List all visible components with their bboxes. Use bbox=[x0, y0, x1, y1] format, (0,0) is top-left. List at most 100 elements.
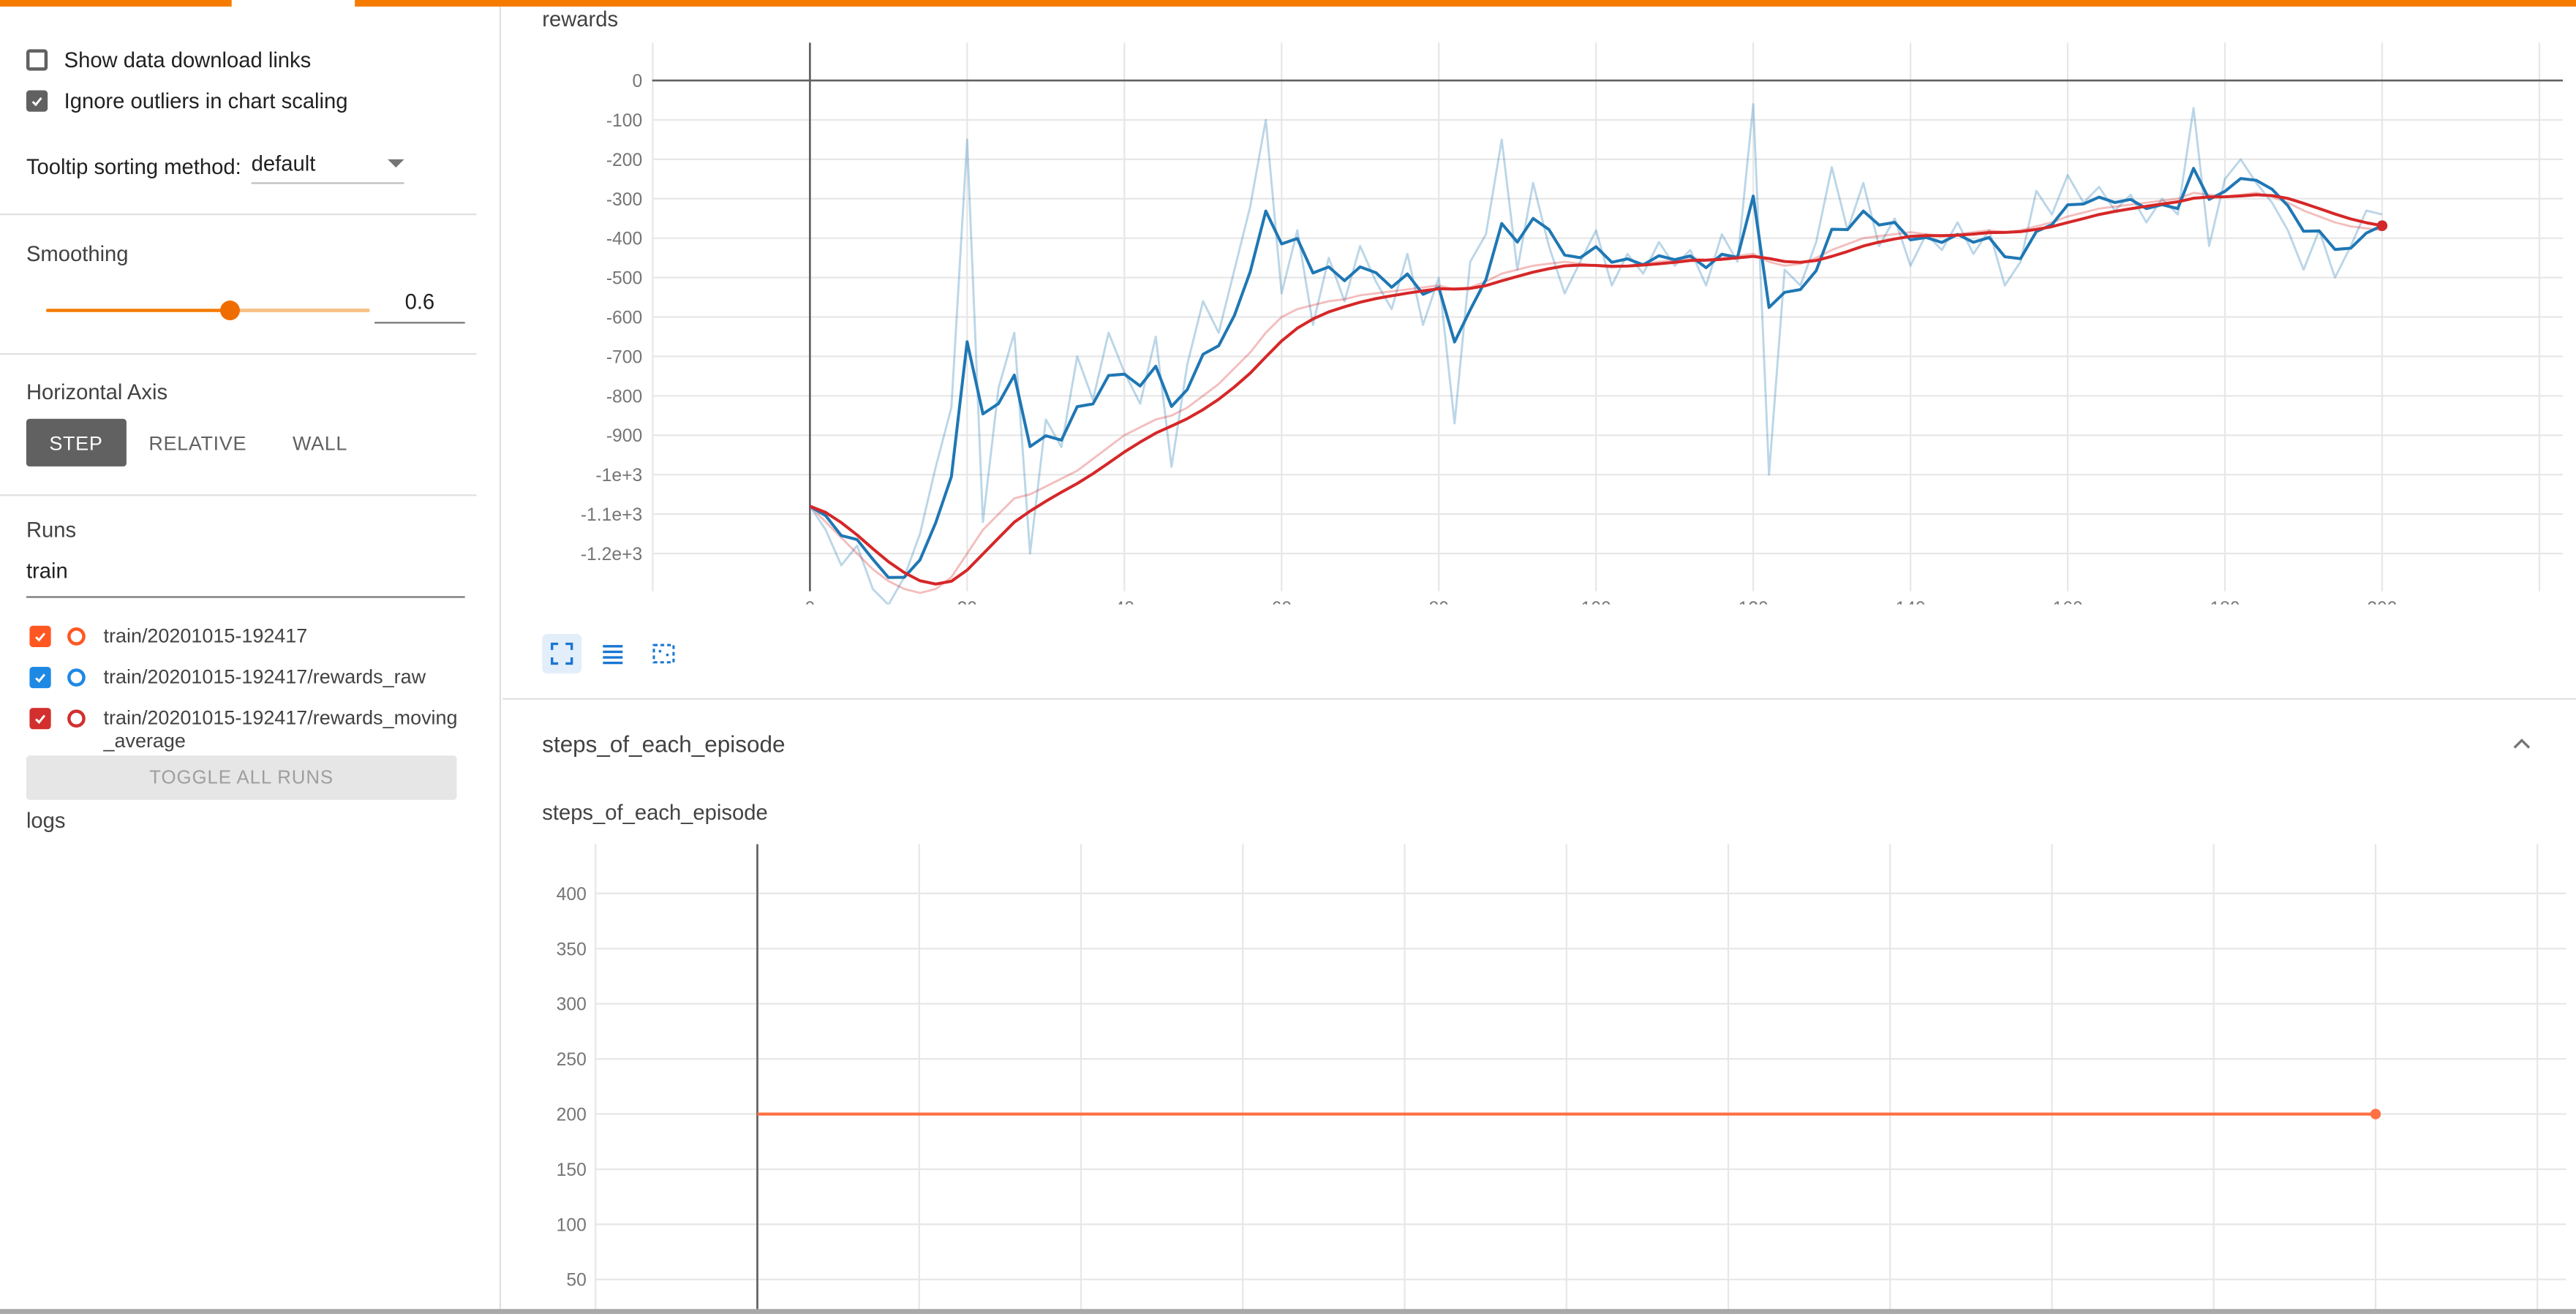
fullscreen-icon bbox=[551, 642, 573, 665]
expand-chart-button[interactable] bbox=[542, 634, 582, 673]
tooltip-sorting-value: default bbox=[251, 151, 316, 176]
svg-text:60: 60 bbox=[1272, 599, 1292, 605]
chevron-down-icon bbox=[388, 159, 404, 168]
svg-text:-700: -700 bbox=[606, 347, 642, 367]
ignore-outliers-row[interactable]: Ignore outliers in chart scaling bbox=[26, 88, 348, 113]
fit-domain-button[interactable] bbox=[644, 634, 683, 673]
run-row-2[interactable]: train/20201015-192417/rewards_raw bbox=[0, 665, 468, 689]
ignore-outliers-label: Ignore outliers in chart scaling bbox=[64, 88, 348, 113]
svg-text:20: 20 bbox=[957, 599, 977, 605]
runs-filter-input[interactable] bbox=[26, 558, 465, 598]
svg-text:250: 250 bbox=[557, 1050, 587, 1070]
svg-text:50: 50 bbox=[566, 1271, 586, 1291]
divider bbox=[0, 352, 477, 355]
rewards-chart-title: rewards bbox=[542, 6, 619, 31]
run-2-label[interactable]: train/20201015-192417/rewards_raw bbox=[103, 665, 426, 689]
run-2-checkbox[interactable] bbox=[29, 666, 51, 689]
axis-relative-button[interactable]: RELATIVE bbox=[125, 418, 270, 467]
svg-text:180: 180 bbox=[2210, 599, 2240, 605]
svg-text:200: 200 bbox=[2367, 599, 2397, 605]
svg-text:300: 300 bbox=[557, 995, 587, 1015]
chevron-up-icon[interactable] bbox=[2507, 729, 2537, 758]
check-icon bbox=[35, 633, 46, 642]
svg-text:-1.2e+3: -1.2e+3 bbox=[581, 545, 642, 565]
svg-text:160: 160 bbox=[2052, 599, 2082, 605]
steps-section-title: steps_of_each_episode bbox=[542, 730, 786, 758]
svg-text:-600: -600 bbox=[606, 308, 642, 328]
list-icon bbox=[603, 645, 623, 665]
axis-wall-button[interactable]: WALL bbox=[269, 418, 371, 467]
svg-text:-400: -400 bbox=[606, 230, 642, 249]
dashed-selection-icon bbox=[652, 643, 675, 664]
svg-text:-900: -900 bbox=[606, 426, 642, 446]
svg-text:-500: -500 bbox=[606, 269, 642, 289]
show-download-links-row[interactable]: Show data download links bbox=[26, 48, 311, 72]
bottom-edge-line bbox=[0, 1309, 2576, 1314]
axis-step-button[interactable]: STEP bbox=[26, 418, 126, 467]
steps-chart-title: steps_of_each_episode bbox=[542, 799, 768, 825]
svg-text:40: 40 bbox=[1115, 599, 1134, 605]
ignore-outliers-checkbox[interactable] bbox=[26, 90, 48, 112]
steps-chart[interactable]: 400 350 300 250 200 150 100 50 bbox=[542, 834, 2572, 1314]
runs-label: Runs bbox=[26, 517, 77, 543]
dashboard-main: rewards 0 -100 -200 -300 -400 -500 -600 -700 -80… bbox=[502, 6, 2576, 1314]
svg-text:0: 0 bbox=[805, 599, 815, 605]
run-row-3[interactable]: train/20201015-192417/rewards_moving_ave… bbox=[0, 706, 468, 752]
run-1-checkbox[interactable] bbox=[29, 625, 51, 647]
check-icon bbox=[35, 714, 46, 724]
svg-text:120: 120 bbox=[1739, 599, 1769, 605]
run-2-color-radio[interactable] bbox=[67, 668, 86, 687]
svg-text:200: 200 bbox=[557, 1106, 587, 1125]
smoothing-label: Smoothing bbox=[26, 241, 129, 266]
svg-text:100: 100 bbox=[1581, 599, 1611, 605]
svg-text:-100: -100 bbox=[606, 111, 642, 131]
smoothing-slider[interactable] bbox=[45, 301, 370, 321]
data-table-button[interactable] bbox=[593, 634, 633, 673]
svg-text:-1.1e+3: -1.1e+3 bbox=[581, 505, 642, 525]
svg-text:350: 350 bbox=[557, 940, 587, 959]
top-accent-bar-gap bbox=[231, 0, 355, 7]
svg-text:100: 100 bbox=[557, 1215, 587, 1235]
chart-toolbar bbox=[542, 634, 683, 673]
run-3-color-radio[interactable] bbox=[67, 709, 86, 728]
run-row-1[interactable]: train/20201015-192417 bbox=[0, 624, 468, 647]
settings-sidebar: Show data download links Ignore outliers… bbox=[0, 6, 502, 1314]
run-1-color-radio[interactable] bbox=[67, 627, 86, 646]
section-divider bbox=[502, 698, 2576, 700]
svg-text:-200: -200 bbox=[606, 151, 642, 170]
run-3-label[interactable]: train/20201015-192417/rewards_moving_ave… bbox=[103, 706, 458, 752]
show-download-links-checkbox[interactable] bbox=[26, 49, 48, 71]
run-1-label[interactable]: train/20201015-192417 bbox=[103, 624, 308, 647]
rewards-chart[interactable]: 0 -100 -200 -300 -400 -500 -600 -700 -800 -900 -1e… bbox=[542, 29, 2572, 605]
slider-rest-track bbox=[230, 309, 370, 312]
show-download-links-label: Show data download links bbox=[64, 48, 312, 72]
check-icon bbox=[35, 673, 46, 683]
svg-text:0: 0 bbox=[633, 72, 643, 91]
runs-header: Runs bbox=[26, 518, 76, 543]
svg-text:-300: -300 bbox=[606, 190, 642, 210]
divider bbox=[0, 494, 477, 496]
svg-text:-1e+3: -1e+3 bbox=[595, 466, 642, 486]
toggle-all-runs-button[interactable]: TOGGLE ALL RUNS bbox=[26, 755, 457, 800]
smoothing-value-field[interactable]: 0.6 bbox=[374, 289, 465, 324]
divider bbox=[0, 214, 477, 216]
svg-text:140: 140 bbox=[1895, 599, 1925, 605]
tooltip-sorting-select[interactable]: default bbox=[251, 151, 404, 184]
check-icon bbox=[31, 97, 42, 107]
horizontal-axis-label: Horizontal Axis bbox=[26, 379, 168, 404]
tooltip-sorting-label: Tooltip sorting method: bbox=[26, 154, 241, 179]
run-3-checkbox[interactable] bbox=[29, 708, 51, 730]
logs-label: logs bbox=[26, 808, 66, 833]
top-accent-bar bbox=[0, 0, 2576, 7]
steps-section-header[interactable]: steps_of_each_episode bbox=[502, 722, 2576, 769]
horizontal-axis-buttons: STEP RELATIVE WALL bbox=[26, 418, 371, 467]
tooltip-sorting-row: Tooltip sorting method: bbox=[26, 154, 241, 179]
horizontal-axis-row: Horizontal Axis bbox=[26, 380, 167, 404]
svg-text:150: 150 bbox=[557, 1160, 587, 1180]
svg-text:80: 80 bbox=[1428, 599, 1448, 605]
svg-text:-800: -800 bbox=[606, 387, 642, 407]
smoothing-row: Smoothing bbox=[26, 241, 129, 266]
smoothing-slider-thumb[interactable] bbox=[220, 301, 241, 321]
svg-text:400: 400 bbox=[557, 885, 587, 905]
